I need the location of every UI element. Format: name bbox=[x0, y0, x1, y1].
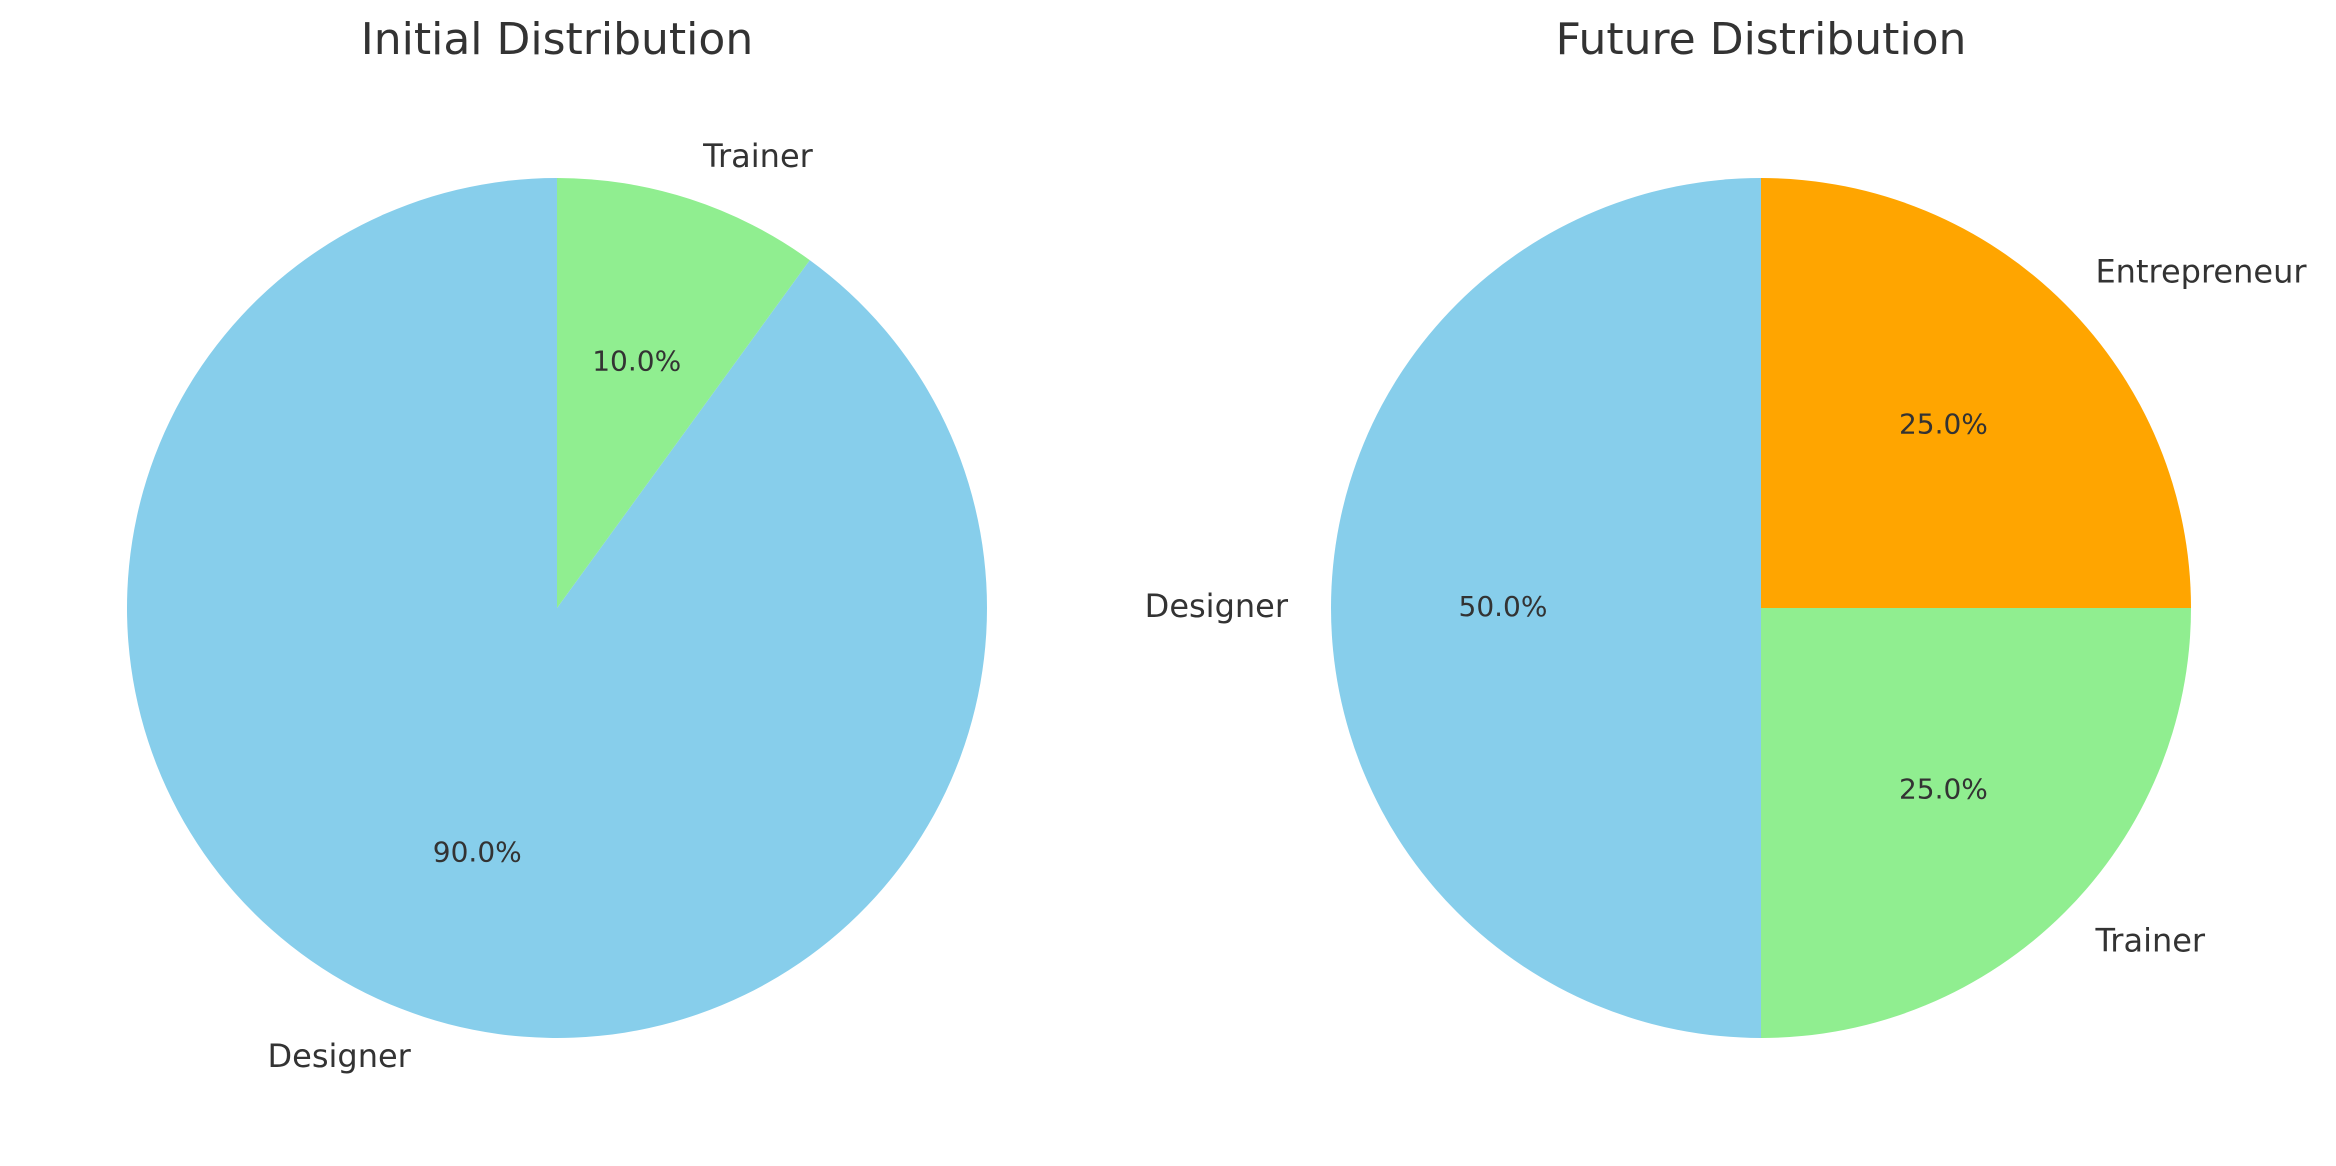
pie-slice-designer bbox=[127, 178, 988, 1038]
slice-label-trainer: Trainer bbox=[702, 137, 813, 175]
slice-percent-trainer: 10.0% bbox=[592, 345, 681, 378]
pie-slice-trainer bbox=[1761, 608, 2191, 1038]
pie-slices-future bbox=[1331, 178, 2191, 1038]
slice-label-designer: Designer bbox=[1145, 587, 1289, 625]
slice-label-designer: Designer bbox=[268, 1037, 412, 1075]
pie-slice-entrepreneur bbox=[1761, 178, 2191, 608]
slice-label-entrepreneur: Entrepreneur bbox=[2095, 253, 2307, 291]
pie-labels-future: Designer 50.0% Trainer 25.0% Entrepreneur 25.… bbox=[1145, 253, 2308, 960]
slice-percent-trainer: 25.0% bbox=[1899, 772, 1988, 805]
pie-slice-trainer bbox=[557, 178, 810, 608]
pie-slices-initial bbox=[127, 178, 988, 1038]
chart-title-future: Future Distribution bbox=[1556, 14, 1967, 65]
pie-slice-designer bbox=[1331, 178, 1761, 1038]
pie-chart-future: Future Distribution Designer 50.0% Trainer… bbox=[1145, 14, 2308, 1038]
pie-labels-initial: Designer 90.0% Trainer 10.0% bbox=[268, 137, 814, 1075]
pie-chart-initial: Initial Distribution Designer 90.0% Traine… bbox=[127, 14, 988, 1075]
slice-percent-entrepreneur: 25.0% bbox=[1899, 408, 1988, 441]
slice-percent-designer: 90.0% bbox=[433, 835, 522, 868]
slice-percent-designer: 50.0% bbox=[1459, 590, 1548, 623]
slice-label-trainer: Trainer bbox=[2094, 921, 2205, 959]
chart-title-initial: Initial Distribution bbox=[361, 14, 753, 65]
